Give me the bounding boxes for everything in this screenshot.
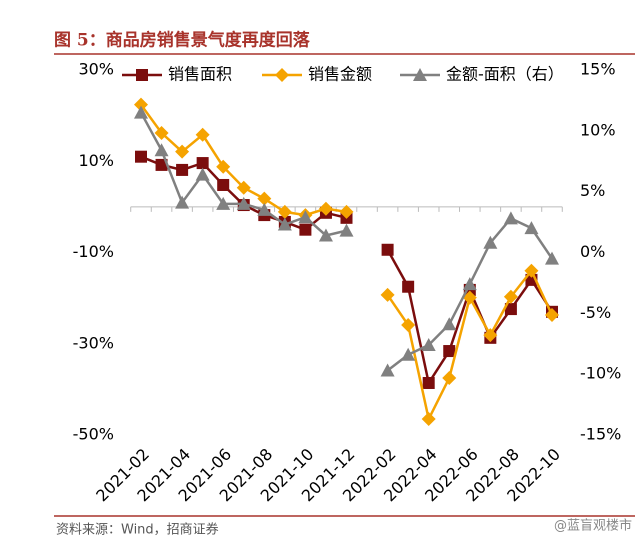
point — [504, 303, 517, 316]
point — [155, 158, 168, 171]
point — [483, 235, 498, 249]
point — [422, 376, 435, 389]
legend-marker — [136, 69, 148, 81]
source: 资料来源：Wind，招商证券 — [56, 522, 219, 538]
chart-title: 图 5：商品房销售景气度再度回落 — [54, 30, 311, 51]
point — [134, 105, 148, 119]
point — [380, 363, 395, 377]
point — [154, 125, 169, 140]
y-tick-label: -30% — [73, 333, 114, 352]
point — [175, 195, 190, 209]
point — [216, 159, 231, 174]
legend-label: 销售面积 — [168, 65, 232, 84]
point — [154, 143, 169, 157]
point — [380, 287, 395, 302]
point — [196, 157, 209, 170]
watermark: @蓝盲观楼市 — [554, 518, 632, 534]
point — [299, 223, 312, 236]
y2-tick-label: 10% — [580, 120, 616, 139]
y2-tick-label: -15% — [580, 425, 621, 444]
legend-label: 销售金额 — [308, 65, 372, 84]
legend-marker — [413, 68, 427, 81]
point — [195, 127, 210, 142]
point — [503, 211, 518, 225]
point — [236, 180, 251, 195]
point — [483, 328, 498, 343]
y2-tick-label: 0% — [580, 242, 605, 261]
y-tick-label: -10% — [73, 242, 114, 261]
point — [503, 289, 518, 304]
point — [421, 412, 436, 427]
point — [339, 204, 354, 219]
legend-label: 金额-面积（右） — [446, 65, 564, 84]
point — [524, 221, 539, 235]
y-tick-label: 10% — [78, 151, 114, 170]
y-tick-label: 30% — [78, 60, 114, 79]
point — [236, 196, 251, 210]
point — [524, 263, 539, 278]
point — [257, 202, 272, 216]
point — [217, 178, 230, 191]
point — [277, 217, 292, 231]
y2-tick-label: 5% — [580, 181, 605, 200]
point — [545, 308, 559, 323]
series-line — [139, 103, 554, 423]
y2-tick-label: -10% — [580, 364, 621, 383]
point — [257, 191, 272, 206]
point — [175, 144, 190, 159]
point — [339, 223, 354, 237]
point — [216, 196, 231, 210]
point — [545, 251, 559, 265]
point — [401, 318, 416, 333]
point — [134, 97, 148, 112]
point — [462, 277, 477, 291]
point — [277, 204, 292, 219]
point — [135, 150, 147, 163]
y-tick-label: -50% — [73, 425, 114, 444]
point — [442, 370, 457, 385]
y2-tick-label: -5% — [580, 303, 611, 322]
point — [421, 337, 436, 351]
point — [195, 167, 210, 181]
point — [298, 210, 313, 224]
point — [442, 317, 457, 331]
point — [401, 347, 416, 361]
legend-marker — [275, 68, 289, 82]
point — [176, 163, 189, 176]
point — [381, 243, 394, 256]
series-line — [140, 155, 554, 387]
point — [318, 228, 333, 242]
point — [462, 290, 477, 305]
point — [318, 201, 333, 216]
point — [402, 280, 415, 293]
y2-tick-label: 15% — [580, 60, 616, 79]
point — [443, 345, 456, 358]
